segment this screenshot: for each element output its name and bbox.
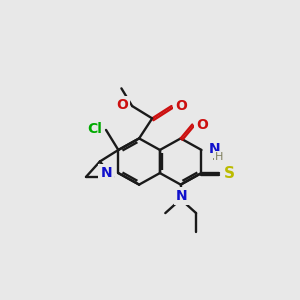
- Text: O: O: [196, 118, 208, 131]
- Text: S: S: [224, 166, 235, 181]
- Text: O: O: [118, 98, 130, 112]
- Text: Cl: Cl: [87, 122, 102, 136]
- Text: Cl: Cl: [89, 122, 104, 136]
- Text: O: O: [174, 99, 186, 113]
- Text: N: N: [100, 166, 112, 180]
- Text: H: H: [212, 152, 220, 162]
- Text: H: H: [215, 152, 224, 162]
- Text: N: N: [176, 188, 187, 203]
- Text: N: N: [176, 189, 187, 203]
- Text: N: N: [205, 142, 217, 156]
- Text: O: O: [116, 98, 128, 112]
- Text: O: O: [195, 118, 206, 131]
- Text: N: N: [208, 142, 220, 156]
- Text: N: N: [103, 166, 115, 180]
- Text: O: O: [175, 99, 187, 113]
- Text: S: S: [222, 166, 233, 181]
